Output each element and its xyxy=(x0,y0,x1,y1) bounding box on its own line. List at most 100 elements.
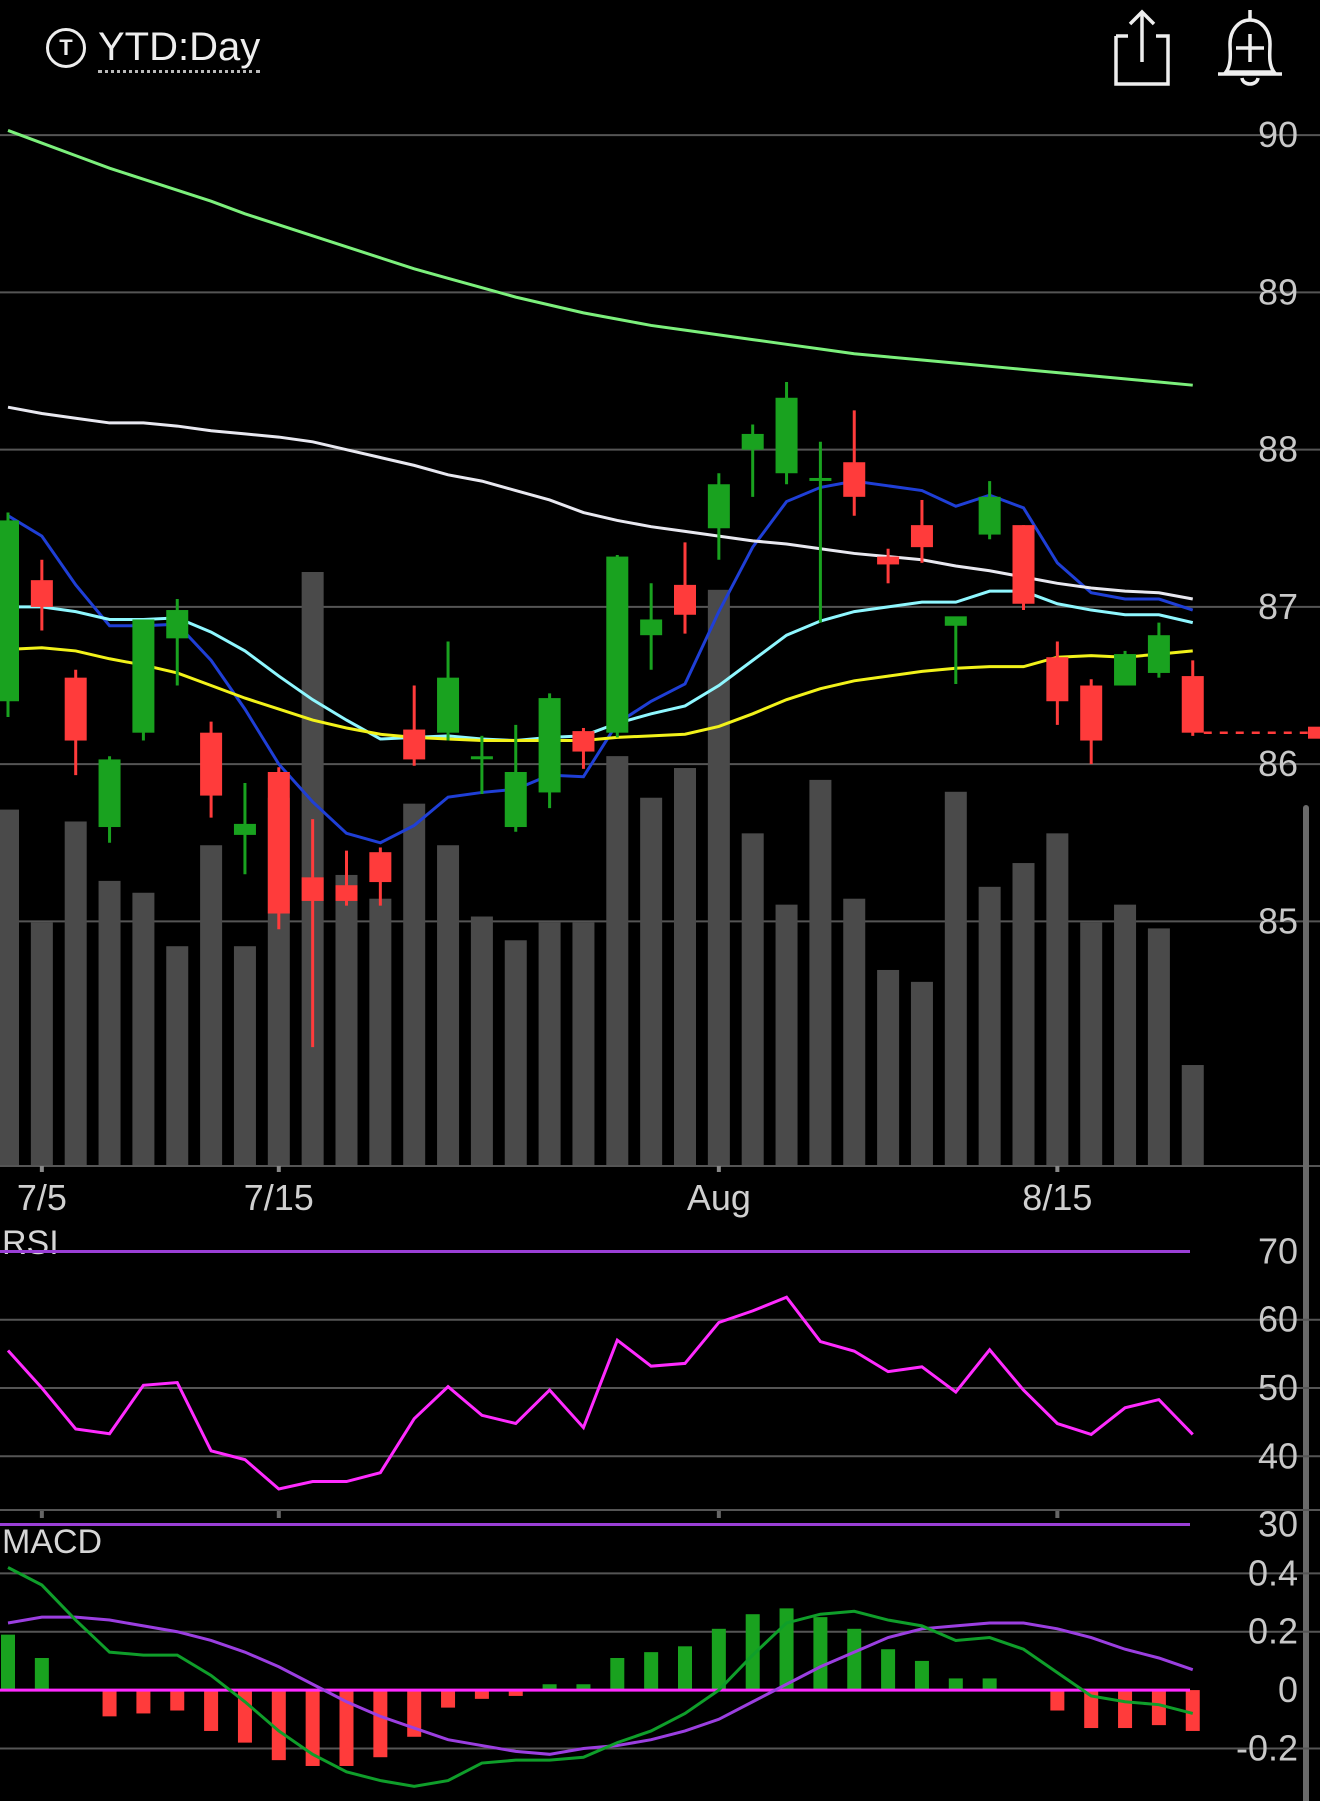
timeframe-label[interactable]: YTD:Day xyxy=(98,24,261,73)
macd-histogram-bar xyxy=(711,1628,726,1691)
macd-histogram-bar xyxy=(34,1657,49,1691)
volume-bar xyxy=(775,904,798,1166)
volume-bar xyxy=(369,898,392,1166)
last-price-marker xyxy=(1308,726,1320,739)
candle-up xyxy=(98,759,121,828)
macd-histogram-bar xyxy=(982,1678,997,1691)
volume-bar xyxy=(233,946,256,1166)
candle-down xyxy=(64,677,87,741)
price-axis-label: 87 xyxy=(1258,586,1298,627)
volume-bar xyxy=(166,946,189,1166)
volume-bar xyxy=(809,779,832,1166)
macd-histogram-bar xyxy=(373,1690,388,1758)
price-axis-label: 86 xyxy=(1258,743,1298,784)
rsi-axis-label: 70 xyxy=(1258,1230,1298,1271)
macd-histogram-bar xyxy=(407,1690,422,1737)
ma-white-line xyxy=(7,405,1194,601)
candle-up xyxy=(775,397,798,474)
candle-up xyxy=(944,616,967,626)
macd-histogram-bar xyxy=(305,1690,320,1766)
rsi-axis-label: 40 xyxy=(1258,1435,1298,1476)
candle-down xyxy=(674,584,696,615)
macd-histogram-bar xyxy=(542,1684,557,1691)
bell-plus-icon[interactable] xyxy=(1210,6,1290,90)
volume-bar xyxy=(200,845,223,1166)
top-bar: T YTD:Day xyxy=(0,0,1320,100)
macd-histogram-bar xyxy=(271,1690,286,1761)
volume-bar xyxy=(707,589,730,1166)
rsi-line xyxy=(6,1295,1194,1491)
volume-bar xyxy=(606,756,629,1166)
candle-up xyxy=(640,619,663,636)
timeframe-badge: T xyxy=(46,28,86,68)
candle-down xyxy=(267,772,290,914)
volume-bar xyxy=(1114,904,1137,1166)
candle-down xyxy=(1181,676,1204,733)
date-label: 7/15 xyxy=(244,1177,314,1218)
candle-up xyxy=(437,677,460,733)
candle-down xyxy=(1046,657,1069,702)
volume-bar xyxy=(538,922,561,1166)
macd-histogram-bar xyxy=(914,1660,929,1691)
candle-down xyxy=(301,877,324,901)
price-axis-label: 85 xyxy=(1258,900,1298,941)
volume-bar xyxy=(910,981,933,1166)
timeframe-selector[interactable]: T YTD:Day xyxy=(46,18,261,78)
volume-bar xyxy=(640,797,663,1166)
candle-up xyxy=(166,610,189,639)
macd-histogram-bar xyxy=(102,1690,117,1717)
macd-histogram-bar xyxy=(881,1649,896,1691)
date-label: 8/15 xyxy=(1022,1177,1092,1218)
macd-histogram-bar xyxy=(813,1617,828,1691)
macd-histogram-bar xyxy=(1084,1690,1099,1729)
volume-bar xyxy=(504,940,527,1166)
volume-bar xyxy=(1147,928,1170,1166)
macd-title: MACD xyxy=(2,1523,102,1561)
rsi-axis-label: 50 xyxy=(1258,1367,1298,1408)
macd-histogram-bar xyxy=(576,1684,591,1691)
candle-up xyxy=(707,484,730,529)
macd-histogram-bar xyxy=(948,1678,963,1691)
macd-histogram-bar xyxy=(170,1690,185,1711)
macd-histogram-bar xyxy=(1,1634,15,1691)
macd-axis-label: 0.4 xyxy=(1248,1552,1298,1593)
candle-up xyxy=(132,619,155,733)
macd-histogram-bar xyxy=(1118,1690,1133,1729)
ma-yellow-line xyxy=(7,646,1193,743)
rsi-axis-label: 30 xyxy=(1258,1504,1298,1545)
candle-up xyxy=(606,556,629,733)
price-axis-label: 89 xyxy=(1258,271,1298,312)
volume-bar xyxy=(1012,863,1035,1166)
volume-bar xyxy=(30,922,53,1166)
volume-bar xyxy=(1046,833,1069,1166)
volume-bar xyxy=(944,791,967,1166)
volume-bar xyxy=(470,916,493,1166)
rsi-axis-label: 60 xyxy=(1258,1299,1298,1340)
macd-histogram-bar xyxy=(678,1646,692,1691)
candle-down xyxy=(572,731,595,752)
volume-bar xyxy=(403,803,426,1166)
volume-bar xyxy=(843,898,866,1166)
volume-bar xyxy=(0,809,19,1166)
volume-bar xyxy=(877,969,900,1166)
candle-up xyxy=(233,823,256,835)
candle-up xyxy=(978,496,1001,535)
macd-histogram-bar xyxy=(136,1690,151,1714)
volume-bar xyxy=(1080,922,1103,1166)
candle-down xyxy=(1080,685,1103,741)
macd-histogram-bar xyxy=(745,1614,760,1691)
candle-up xyxy=(504,772,527,828)
volume-bar xyxy=(132,892,155,1166)
rsi-title: RSI xyxy=(2,1224,59,1262)
volume-bar xyxy=(64,821,87,1166)
share-icon[interactable] xyxy=(1102,6,1182,90)
candle-up xyxy=(538,698,561,793)
candle-down xyxy=(200,732,223,796)
macd-histogram-bar xyxy=(1050,1690,1065,1711)
candle-down xyxy=(843,462,866,497)
candle-up xyxy=(1147,635,1170,673)
macd-histogram-bar xyxy=(204,1690,219,1731)
ma-green-line xyxy=(7,129,1193,387)
candle-up xyxy=(809,477,832,481)
